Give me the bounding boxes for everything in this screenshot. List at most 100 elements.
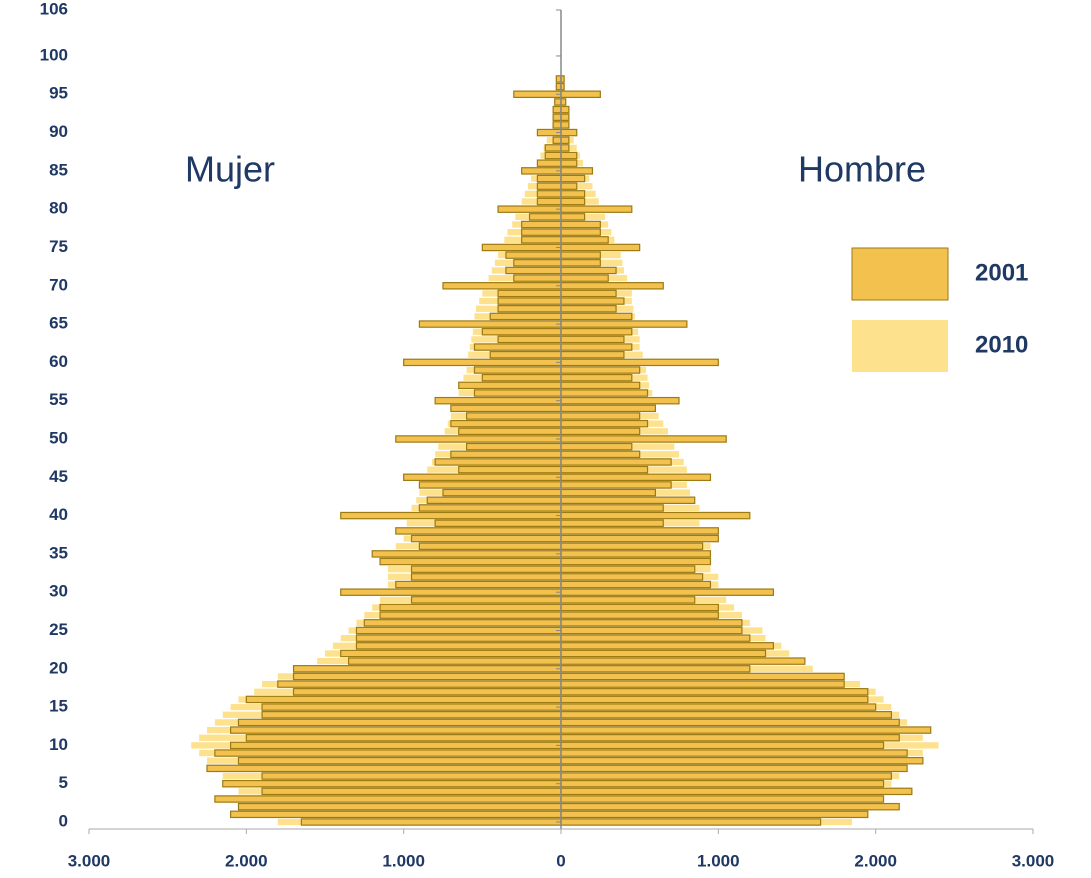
bar-left — [450, 419, 562, 428]
bar-left — [340, 649, 562, 658]
bar-left — [395, 527, 562, 535]
bar-right — [560, 810, 869, 819]
bar-left — [536, 174, 562, 183]
bar-left — [473, 389, 562, 397]
bar-left — [536, 182, 562, 190]
bar-left — [403, 473, 562, 482]
bar-left — [521, 167, 562, 175]
y-tick-label: 80 — [49, 199, 68, 218]
bar-right — [560, 488, 657, 497]
bar-right — [560, 121, 570, 129]
bar-right — [560, 496, 696, 505]
bar-right — [560, 182, 578, 190]
bar-left — [418, 542, 562, 550]
bar-left — [261, 787, 562, 796]
y-tick-label: 5 — [59, 773, 68, 792]
bar-right — [560, 297, 625, 305]
y-tick-label: 25 — [49, 620, 68, 639]
bar-left — [292, 665, 562, 673]
bar-right — [560, 764, 908, 773]
bar-right — [560, 688, 869, 696]
bar-right — [560, 473, 712, 482]
bar-left — [458, 381, 562, 390]
x-tick-label: 3.000 — [68, 851, 111, 870]
bar-right — [560, 519, 664, 527]
bar-right — [560, 243, 641, 252]
bar-right — [560, 404, 657, 413]
bar-left — [521, 236, 562, 244]
bar-right — [560, 802, 900, 811]
bar-right — [560, 450, 641, 459]
bar-left — [552, 105, 562, 114]
bar-left — [497, 297, 562, 305]
y-tick-label: 65 — [49, 314, 68, 333]
bar-left — [340, 588, 562, 596]
bar-left — [450, 450, 562, 459]
bar-left — [528, 213, 562, 221]
bar-right — [560, 557, 712, 566]
left-label: Mujer — [185, 149, 275, 190]
bar-left — [245, 695, 562, 704]
bar-right — [560, 174, 586, 183]
y-tick-label: 10 — [49, 735, 68, 754]
bar-right — [560, 481, 672, 489]
bar-right — [560, 305, 617, 313]
bar-left — [497, 289, 562, 298]
bar-left — [458, 465, 562, 474]
bar-left — [513, 259, 562, 267]
bar-left — [292, 672, 562, 681]
bar-right — [560, 259, 601, 267]
bar-left — [426, 496, 562, 505]
bar-right — [560, 350, 625, 359]
bar-left — [206, 764, 562, 773]
bar-left — [544, 144, 562, 152]
bar-left — [410, 596, 562, 604]
legend-label: 2010 — [975, 331, 1028, 358]
bar-right — [560, 427, 641, 436]
bar-right — [560, 726, 932, 734]
bar-right — [560, 289, 617, 298]
bar-right — [560, 680, 845, 688]
y-tick-label: 90 — [49, 122, 68, 141]
bar-left — [505, 266, 562, 275]
bar-right — [560, 358, 719, 367]
bar-left — [410, 573, 562, 581]
bar-right — [560, 672, 845, 681]
legend-swatch — [852, 320, 948, 372]
bar-left — [355, 626, 562, 635]
bar-right — [560, 419, 649, 428]
bar-left — [544, 151, 562, 160]
bar-right — [560, 795, 885, 803]
bar-right — [560, 442, 633, 451]
bar-left — [395, 435, 562, 443]
bar-left — [340, 511, 562, 520]
bar-left — [379, 557, 562, 566]
bar-right — [560, 251, 601, 259]
bar-left — [348, 657, 562, 665]
y-tick-label: 60 — [49, 352, 68, 371]
bar-left — [371, 550, 562, 558]
y-tick-label: 95 — [49, 84, 68, 103]
bar-right — [560, 565, 696, 573]
bar-right — [560, 642, 774, 650]
bar-left — [513, 90, 562, 99]
bar-right — [560, 504, 664, 512]
x-tick-label: 0 — [556, 851, 565, 870]
bar-left — [552, 121, 562, 129]
y-tick-label: 75 — [49, 237, 68, 256]
bar-right — [560, 458, 672, 466]
bar-left — [418, 481, 562, 489]
bar-right — [560, 144, 570, 152]
legend-label: 2001 — [975, 259, 1028, 286]
bar-left — [552, 113, 562, 121]
bar-right — [560, 733, 900, 742]
bar-left — [403, 358, 562, 367]
bar-right — [560, 381, 641, 390]
bar-right — [560, 105, 570, 114]
x-tick-label: 3.000 — [1012, 851, 1055, 870]
bar-right — [560, 542, 704, 550]
x-tick-label: 1.000 — [697, 851, 740, 870]
bar-left — [505, 251, 562, 259]
bar-left — [395, 580, 562, 589]
bar-right — [560, 779, 885, 788]
